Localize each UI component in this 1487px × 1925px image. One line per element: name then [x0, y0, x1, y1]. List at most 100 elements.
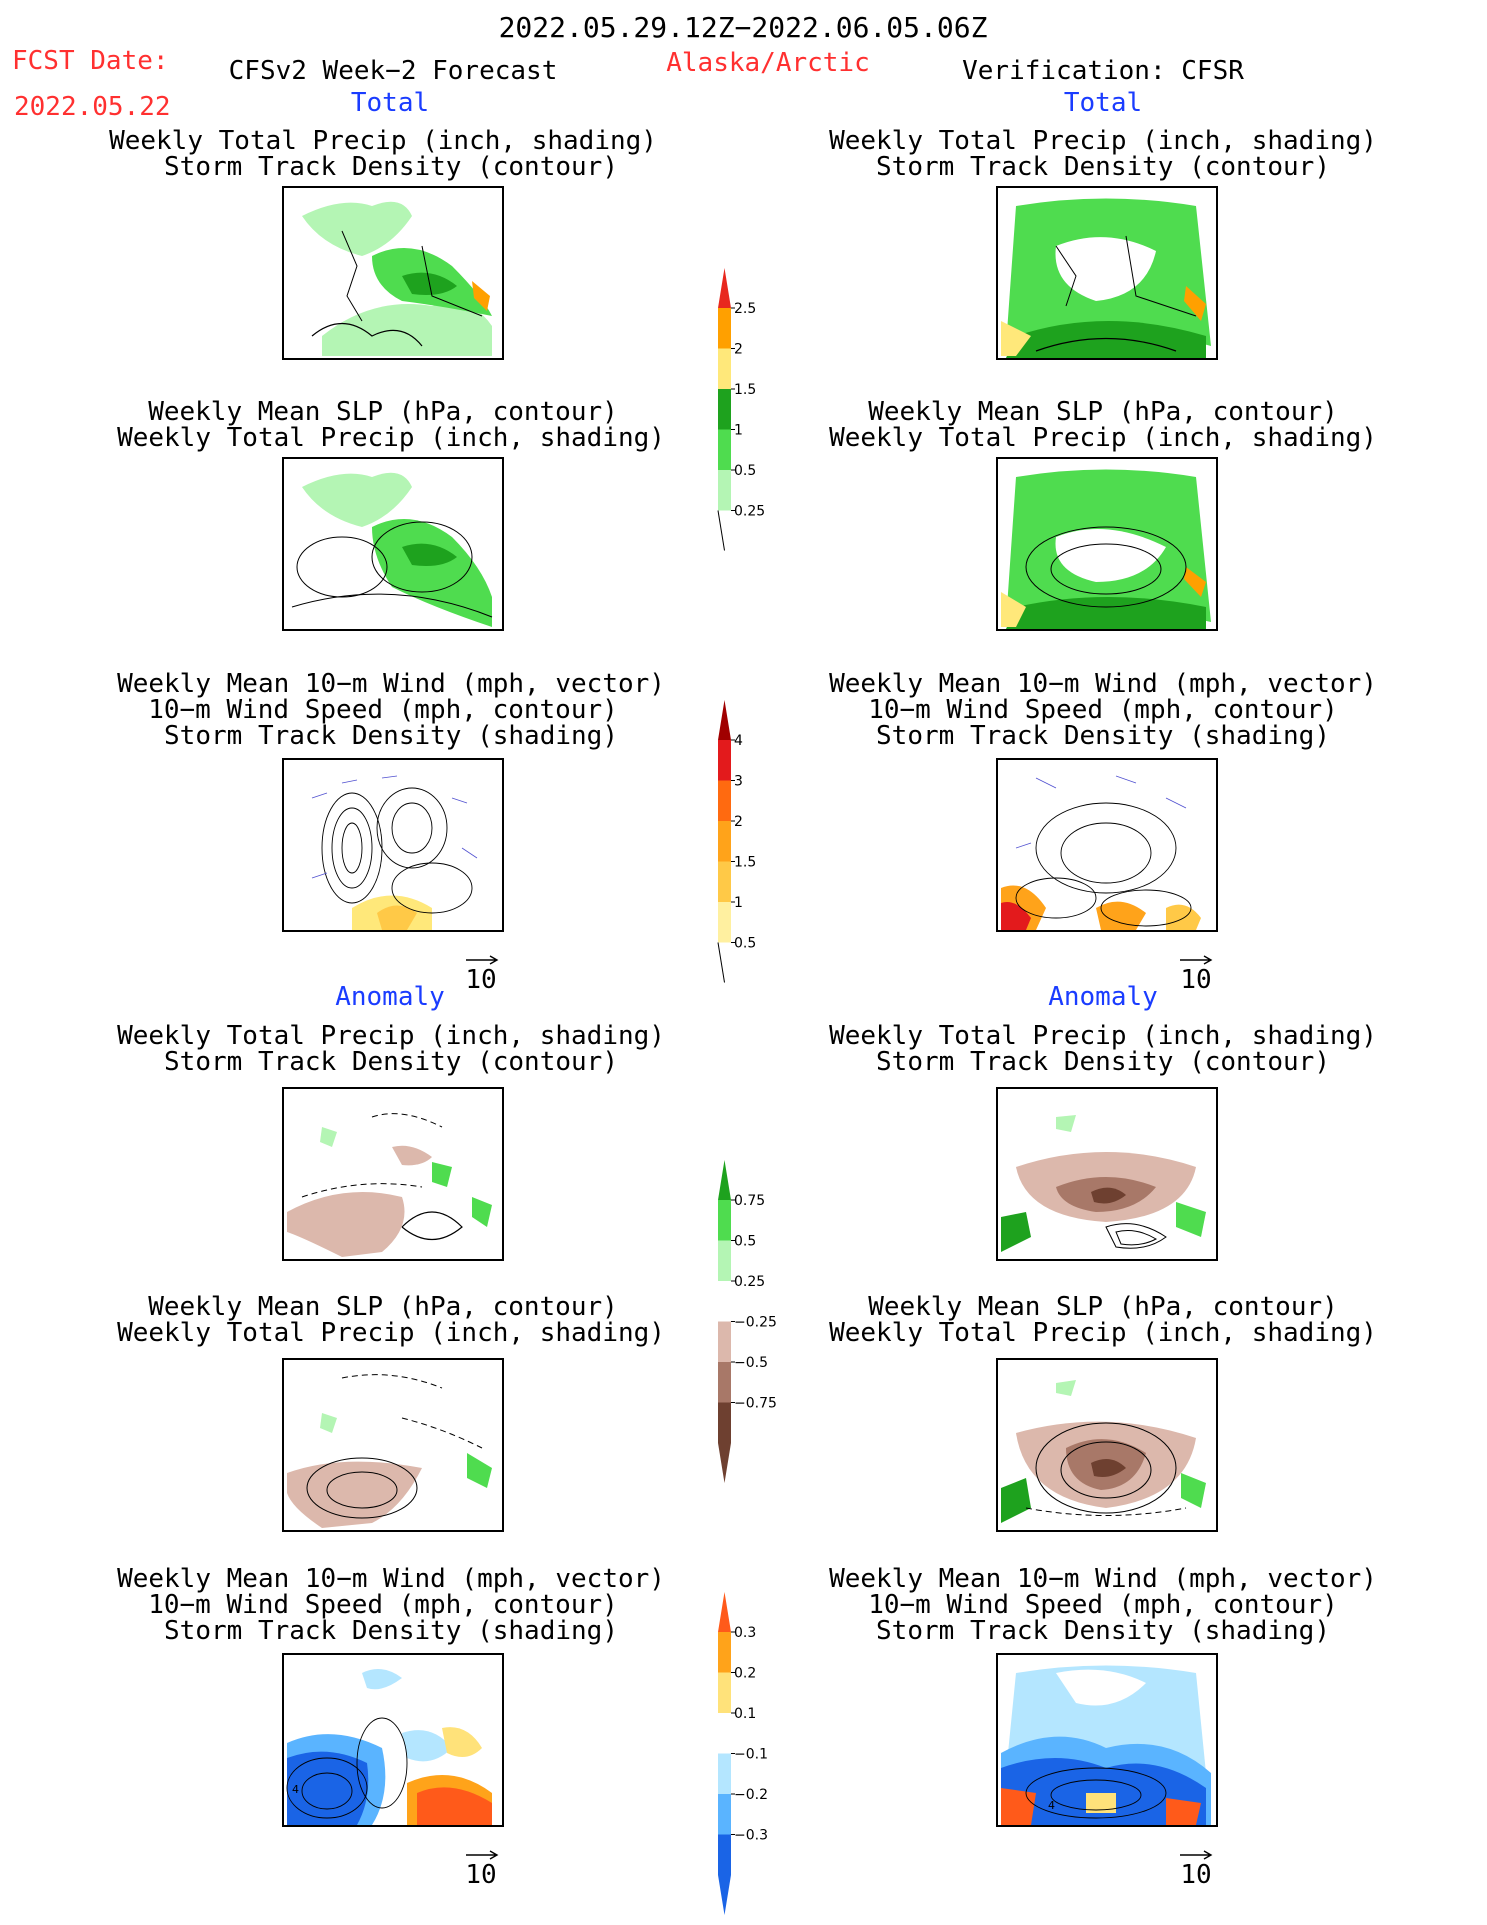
panel-title-l6-line3: Storm Track Density (shading) — [164, 1616, 618, 1646]
colorbar-segment — [718, 1362, 731, 1403]
map-panel-verification-slp-precip — [996, 457, 1218, 631]
panel-title-r4-line1: Weekly Total Precip (inch, shading) — [829, 1021, 1377, 1051]
colorbar-tick-label: 1.5 — [734, 382, 756, 398]
vector-ref-label: 10 — [1180, 1860, 1212, 1890]
colorbar-tick-label: 0.75 — [734, 1193, 765, 1209]
map-panel-verification-precip-anomaly — [996, 1087, 1218, 1261]
section-total-left: Total — [350, 88, 430, 118]
vector-ref-arrow-icon — [1180, 1850, 1213, 1860]
panel-title-r2-line2: Weekly Total Precip (inch, shading) — [829, 423, 1377, 453]
colorbar-tick-label: −0.1 — [734, 1747, 768, 1763]
colorbar-top-arrow — [718, 1160, 731, 1200]
colorbar-segment — [718, 902, 731, 943]
colorbar-tick-label: 4 — [734, 733, 743, 749]
panel-title-r1-line2: Storm Track Density (contour) — [876, 152, 1330, 182]
panel-title-l3-line3: Storm Track Density (shading) — [164, 721, 618, 751]
colorbar-anomaly-precip: 0.75 0.5 0.25 −0.25 −0.5 −0.75 — [718, 1160, 777, 1483]
panel-title-r6-line3: Storm Track Density (shading) — [876, 1616, 1330, 1646]
colorbar-segment — [718, 389, 731, 430]
panel-title-l6-line1: Weekly Mean 10−m Wind (mph, vector) — [117, 1564, 665, 1594]
period-title: 2022.05.29.12Z−2022.06.05.06Z — [498, 11, 988, 44]
colorbar-segment — [718, 1632, 731, 1673]
vector-ref-arrow-icon — [1180, 955, 1213, 965]
colorbar-tick-label: −0.25 — [734, 1315, 777, 1331]
colorbar-tick-label: 2.5 — [734, 301, 756, 317]
colorbar-bottom-arrow — [717, 510, 725, 551]
panel-title-l3-line1: Weekly Mean 10−m Wind (mph, vector) — [117, 669, 665, 699]
section-anomaly-left: Anomaly — [335, 982, 445, 1012]
colorbar-top-arrow — [718, 700, 731, 740]
colorbar-tick-label: 1.5 — [734, 855, 756, 871]
colorbar-tick-label: −0.75 — [734, 1396, 777, 1412]
colorbar-segment — [718, 1672, 731, 1713]
colorbar-segment — [718, 1240, 731, 1281]
panel-title-r3-line3: Storm Track Density (shading) — [876, 721, 1330, 751]
svg-text:4: 4 — [1048, 1799, 1055, 1812]
colorbar-segment — [718, 1281, 731, 1322]
colorbar-tick-label: 2 — [734, 814, 743, 830]
map-panel-forecast-precip-anomaly — [282, 1087, 504, 1261]
panel-title-r1-line1: Weekly Total Precip (inch, shading) — [829, 126, 1377, 156]
colorbar-tick-label: 0.5 — [734, 936, 756, 952]
panel-title-r3-line1: Weekly Mean 10−m Wind (mph, vector) — [829, 669, 1377, 699]
colorbar-segment — [718, 861, 731, 902]
panel-title-r6-line2: 10−m Wind Speed (mph, contour) — [868, 1590, 1338, 1620]
panel-title-r5-line2: Weekly Total Precip (inch, shading) — [829, 1318, 1377, 1348]
colorbar-segment — [718, 1834, 731, 1875]
panel-title-r3-line2: 10−m Wind Speed (mph, contour) — [868, 695, 1338, 725]
svg-text:4: 4 — [292, 1783, 299, 1796]
fcst-date-value: 2022.05.22 — [14, 92, 171, 122]
vector-ref-label: 10 — [1180, 965, 1212, 995]
panel-title-l3-line2: 10−m Wind Speed (mph, contour) — [148, 695, 618, 725]
map-panel-verification-slp-anomaly — [996, 1358, 1218, 1532]
colorbar-tick-label: 0.5 — [734, 1234, 756, 1250]
map-panel-verification-wind-anomaly: 4 — [996, 1653, 1218, 1827]
map-panel-verification-precip-storm — [996, 186, 1218, 360]
panel-title-r5-line1: Weekly Mean SLP (hPa, contour) — [868, 1292, 1338, 1322]
vector-ref-label: 10 — [465, 965, 497, 995]
section-total-right: Total — [1063, 88, 1143, 118]
colorbar-segment — [718, 1753, 731, 1794]
map-panel-forecast-precip-storm — [282, 186, 504, 360]
map-panel-forecast-wind-anomaly: 4 — [282, 1653, 504, 1827]
colorbar-segment — [718, 348, 731, 389]
colorbar-total-storm: 4 3 2 1.5 1 0.5 — [717, 700, 756, 983]
panel-title-r4-line2: Storm Track Density (contour) — [876, 1047, 1330, 1077]
colorbar-tick-label: −0.2 — [734, 1787, 768, 1803]
model-title: CFSv2 Week−2 Forecast — [228, 56, 558, 86]
colorbar-segment — [718, 1713, 731, 1754]
panel-title-l6-line2: 10−m Wind Speed (mph, contour) — [148, 1590, 618, 1620]
panel-title-l1-line2: Storm Track Density (contour) — [164, 152, 618, 182]
map-panel-forecast-wind-storm — [282, 758, 504, 932]
colorbar-tick-label: 0.5 — [734, 463, 756, 479]
colorbar-top-arrow — [718, 1592, 731, 1632]
colorbar-segment — [718, 821, 731, 862]
colorbar-segment — [718, 470, 731, 511]
map-panel-forecast-slp-anomaly — [282, 1358, 504, 1532]
colorbar-bottom-arrow — [718, 1443, 731, 1483]
panel-title-l5-line1: Weekly Mean SLP (hPa, contour) — [148, 1292, 618, 1322]
panel-title-l1-line1: Weekly Total Precip (inch, shading) — [109, 126, 657, 156]
colorbar-tick-label: 0.25 — [734, 1274, 765, 1290]
colorbar-segment — [718, 1402, 731, 1443]
colorbar-tick-label: 0.3 — [734, 1625, 756, 1641]
panel-title-l2-line1: Weekly Mean SLP (hPa, contour) — [148, 397, 618, 427]
panel-title-r6-line1: Weekly Mean 10−m Wind (mph, vector) — [829, 1564, 1377, 1594]
panel-title-l5-line2: Weekly Total Precip (inch, shading) — [117, 1318, 665, 1348]
colorbar-segment — [718, 740, 731, 781]
colorbar-tick-label: 0.2 — [734, 1666, 756, 1682]
map-panel-forecast-slp-precip — [282, 457, 504, 631]
colorbar-total-precip: 2.5 2 1.5 1 0.5 0.25 — [717, 268, 765, 551]
colorbar-top-arrow — [718, 268, 731, 308]
colorbar-tick-label: 1 — [734, 423, 743, 439]
colorbar-segment — [718, 780, 731, 821]
colorbar-bottom-arrow — [717, 942, 725, 983]
map-panel-verification-wind-storm — [996, 758, 1218, 932]
colorbar-tick-label: 3 — [734, 774, 743, 790]
colorbar-segment — [718, 1794, 731, 1835]
colorbar-segment — [718, 1200, 731, 1241]
section-anomaly-right: Anomaly — [1048, 982, 1158, 1012]
vector-ref-arrow-icon — [466, 1850, 499, 1860]
colorbar-tick-label: 1 — [734, 895, 743, 911]
colorbar-segment — [718, 1321, 731, 1362]
